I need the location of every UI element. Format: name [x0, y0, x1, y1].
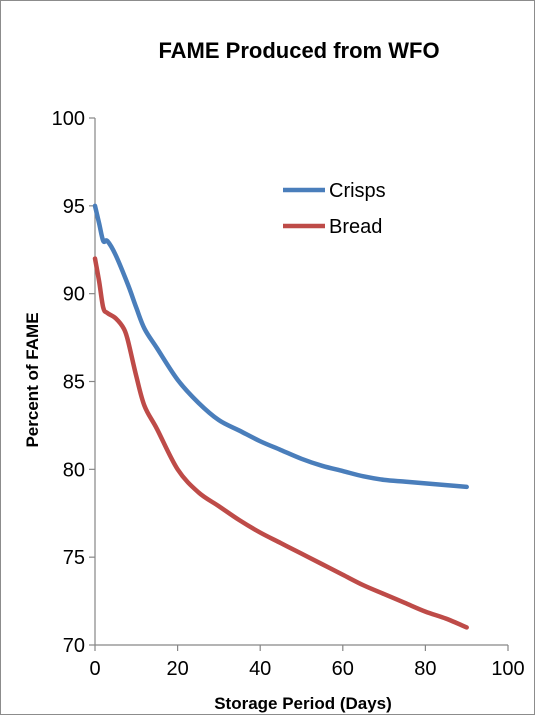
legend-label-bread: Bread [329, 216, 382, 238]
axes [94, 118, 508, 646]
series-line-bread [92, 256, 469, 630]
series-lines [92, 203, 469, 630]
x-tick-label: 100 [491, 658, 524, 680]
x-tick-label: 60 [332, 658, 354, 680]
tick-marks: 70 75 80 85 90 95 100 0 20 40 60 80 100 [52, 108, 525, 680]
x-tick-label: 80 [414, 658, 436, 680]
y-tick-label: 90 [63, 284, 85, 306]
legend-label-crisps: Crisps [329, 180, 386, 202]
y-tick-label: 80 [63, 459, 85, 481]
y-tick-label: 95 [63, 196, 85, 218]
x-tick-label: 40 [249, 658, 271, 680]
y-tick-label: 85 [63, 372, 85, 394]
y-axis-title: Percent of FAME [23, 312, 42, 447]
legend: Crisps Bread [283, 180, 386, 238]
y-tick-label: 75 [63, 547, 85, 569]
series-line-crisps [92, 203, 469, 490]
y-tick-label: 70 [63, 635, 85, 657]
x-tick-label: 20 [166, 658, 188, 680]
x-axis-title: Storage Period (Days) [214, 694, 392, 713]
chart-title: FAME Produced from WFO [158, 38, 439, 63]
x-tick-label: 0 [89, 658, 100, 680]
y-tick-label: 100 [52, 108, 85, 130]
